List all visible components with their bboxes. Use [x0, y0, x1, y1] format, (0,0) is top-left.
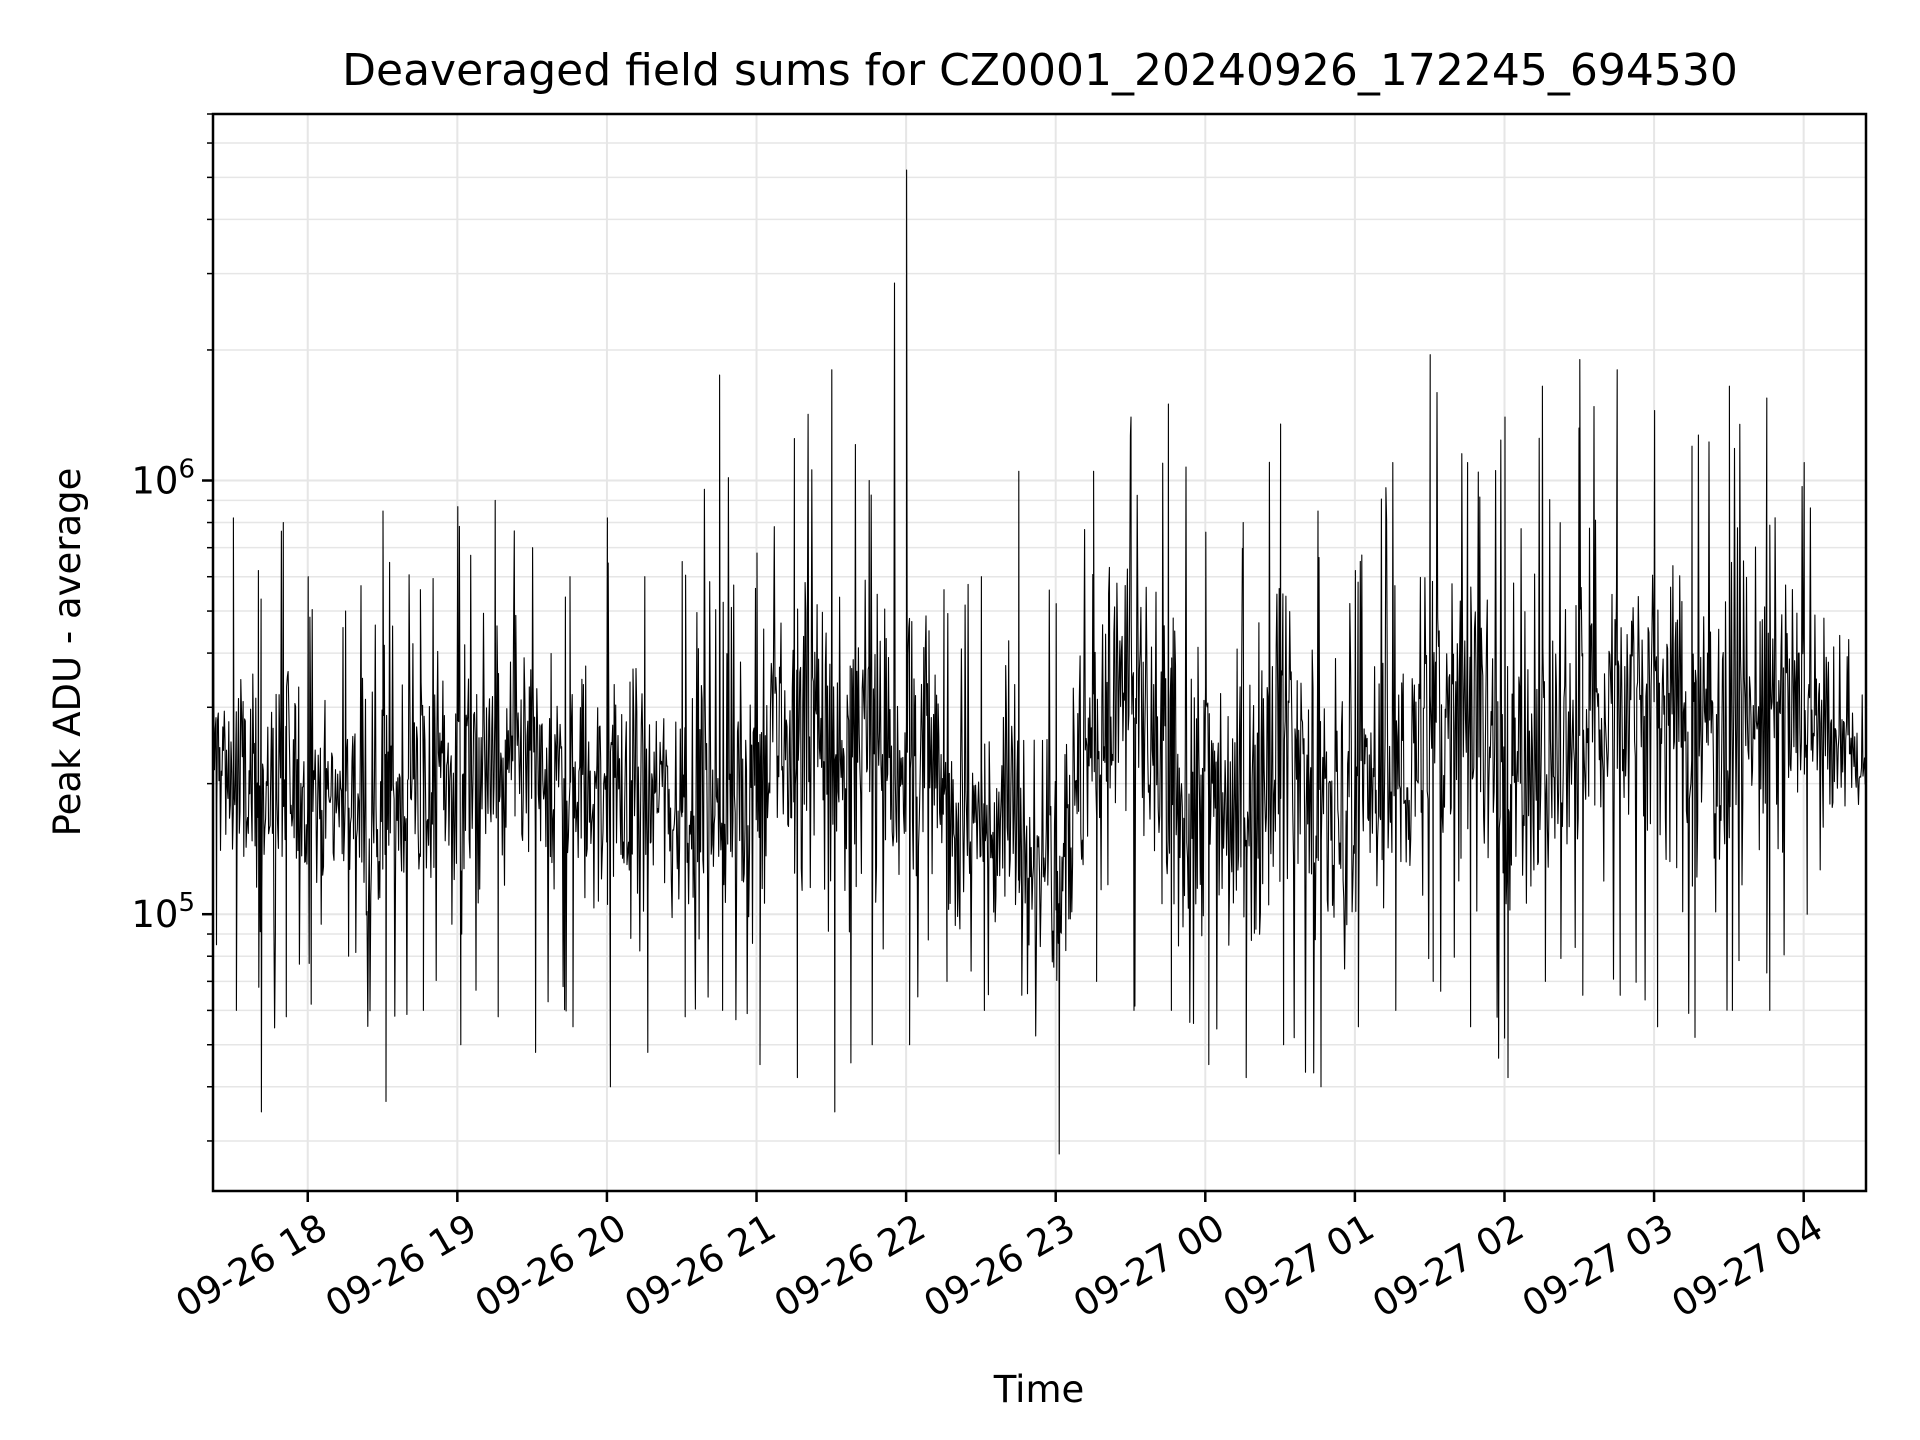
x-axis-label: Time [993, 1368, 1085, 1411]
y-axis-label: Peak ADU - average [46, 468, 89, 837]
y-tick-label: 106 [131, 455, 195, 503]
chart-title: Deaveraged field sums for CZ0001_2024092… [342, 45, 1738, 96]
y-tick-label: 105 [131, 888, 195, 936]
series-line [212, 169, 1867, 1155]
series-layer [212, 169, 1867, 1155]
